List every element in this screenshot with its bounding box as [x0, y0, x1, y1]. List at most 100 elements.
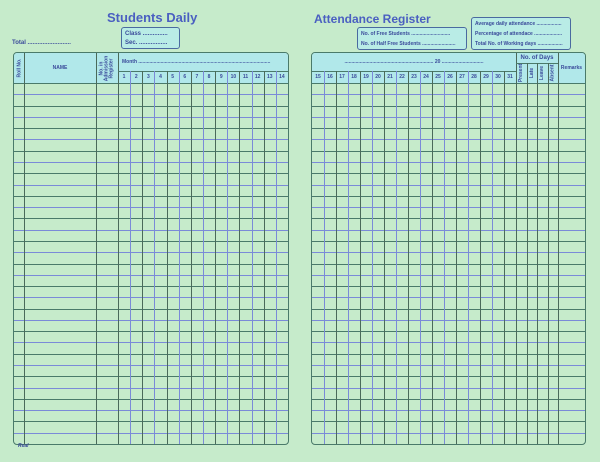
table-row[interactable] [14, 331, 288, 342]
table-row[interactable] [14, 185, 288, 196]
table-row[interactable] [312, 106, 585, 117]
table-row[interactable] [14, 94, 288, 105]
column-divider [408, 71, 409, 444]
table-row[interactable] [14, 354, 288, 365]
table-row[interactable] [312, 162, 585, 173]
table-row[interactable] [312, 331, 585, 342]
table-row[interactable] [312, 264, 585, 275]
column-divider [537, 63, 538, 444]
table-row[interactable] [14, 320, 288, 331]
table-row[interactable] [14, 421, 288, 432]
table-row[interactable] [312, 139, 585, 150]
table-row[interactable] [14, 241, 288, 252]
table-row[interactable] [14, 230, 288, 241]
table-row[interactable] [14, 275, 288, 286]
table-row[interactable] [312, 354, 585, 365]
row-line [312, 444, 585, 445]
table-row[interactable] [312, 275, 585, 286]
avg-attendance-field[interactable]: Average daily attendance ...............… [475, 21, 562, 27]
table-row[interactable] [14, 376, 288, 387]
roll-no-header: Roll No. [14, 53, 24, 83]
table-row[interactable] [312, 207, 585, 218]
table-row[interactable] [312, 297, 585, 308]
table-row[interactable] [312, 128, 585, 139]
free-students-field[interactable]: No. of Free Students ...................… [361, 31, 451, 37]
row-line [312, 252, 585, 254]
row-line [312, 83, 585, 84]
total-field[interactable]: Total .......................... [12, 40, 71, 46]
table-row[interactable] [14, 218, 288, 229]
table-row[interactable] [312, 117, 585, 128]
table-row[interactable] [14, 207, 288, 218]
column-divider [444, 71, 445, 444]
table-row[interactable] [14, 342, 288, 353]
table-row[interactable] [14, 309, 288, 320]
table-row[interactable] [312, 252, 585, 263]
half-free-students-field[interactable]: No. of Half Free Students ..............… [361, 41, 456, 47]
day-header: 3 [146, 74, 150, 80]
table-row[interactable] [14, 128, 288, 139]
table-row[interactable] [312, 83, 585, 94]
row-line [312, 195, 585, 197]
row-line [14, 342, 288, 344]
table-row[interactable] [14, 252, 288, 263]
table-row[interactable] [312, 151, 585, 162]
row-line [312, 128, 585, 130]
table-row[interactable] [312, 309, 585, 320]
table-row[interactable] [14, 264, 288, 275]
table-row[interactable] [14, 365, 288, 376]
table-row[interactable] [14, 297, 288, 308]
table-row[interactable] [14, 286, 288, 297]
working-days-field[interactable]: Total No. of Working days ..............… [475, 41, 563, 47]
row-line [312, 353, 585, 355]
table-row[interactable] [14, 106, 288, 117]
table-row[interactable] [14, 162, 288, 173]
table-row[interactable] [312, 173, 585, 184]
admission-no-label: No. in Admission Register [98, 55, 115, 81]
table-row[interactable] [14, 388, 288, 399]
class-field[interactable]: Class ............... [125, 31, 168, 37]
day-header: 2 [134, 74, 138, 80]
table-row[interactable] [312, 421, 585, 432]
table-row[interactable] [14, 151, 288, 162]
table-row[interactable] [14, 173, 288, 184]
table-row[interactable] [312, 230, 585, 241]
table-row[interactable] [312, 94, 585, 105]
table-row[interactable] [312, 241, 585, 252]
month-field[interactable]: Month ..................................… [122, 59, 271, 65]
table-row[interactable] [312, 433, 585, 444]
table-row[interactable] [14, 117, 288, 128]
summary-header: Late [527, 63, 538, 83]
day-header: 13 [266, 74, 273, 80]
table-row[interactable] [14, 83, 288, 94]
table-row[interactable] [14, 433, 288, 444]
table-row[interactable] [14, 139, 288, 150]
row-line [14, 421, 288, 423]
row-line [14, 83, 288, 84]
table-row[interactable] [312, 388, 585, 399]
table-row[interactable] [312, 196, 585, 207]
table-row[interactable] [312, 218, 585, 229]
table-row[interactable] [312, 320, 585, 331]
table-row[interactable] [312, 376, 585, 387]
table-row[interactable] [312, 399, 585, 410]
row-line [14, 387, 288, 389]
column-divider [275, 71, 277, 444]
day-header: 15 [315, 74, 321, 80]
table-row[interactable] [14, 196, 288, 207]
section-field[interactable]: Sec. ................. [125, 40, 168, 46]
table-row[interactable] [312, 410, 585, 421]
table-row[interactable] [312, 286, 585, 297]
table-row[interactable] [14, 410, 288, 421]
pct-attendance-field[interactable]: Percentage of attendace ................… [475, 31, 562, 37]
row-line [312, 263, 585, 265]
table-row[interactable] [14, 399, 288, 410]
table-row[interactable] [312, 185, 585, 196]
year-field[interactable]: ........................................… [344, 59, 484, 65]
table-row[interactable] [312, 365, 585, 376]
row-line [312, 161, 585, 163]
row-line [312, 286, 585, 288]
column-divider [154, 71, 156, 444]
table-row[interactable] [312, 342, 585, 353]
row-line [312, 365, 585, 367]
